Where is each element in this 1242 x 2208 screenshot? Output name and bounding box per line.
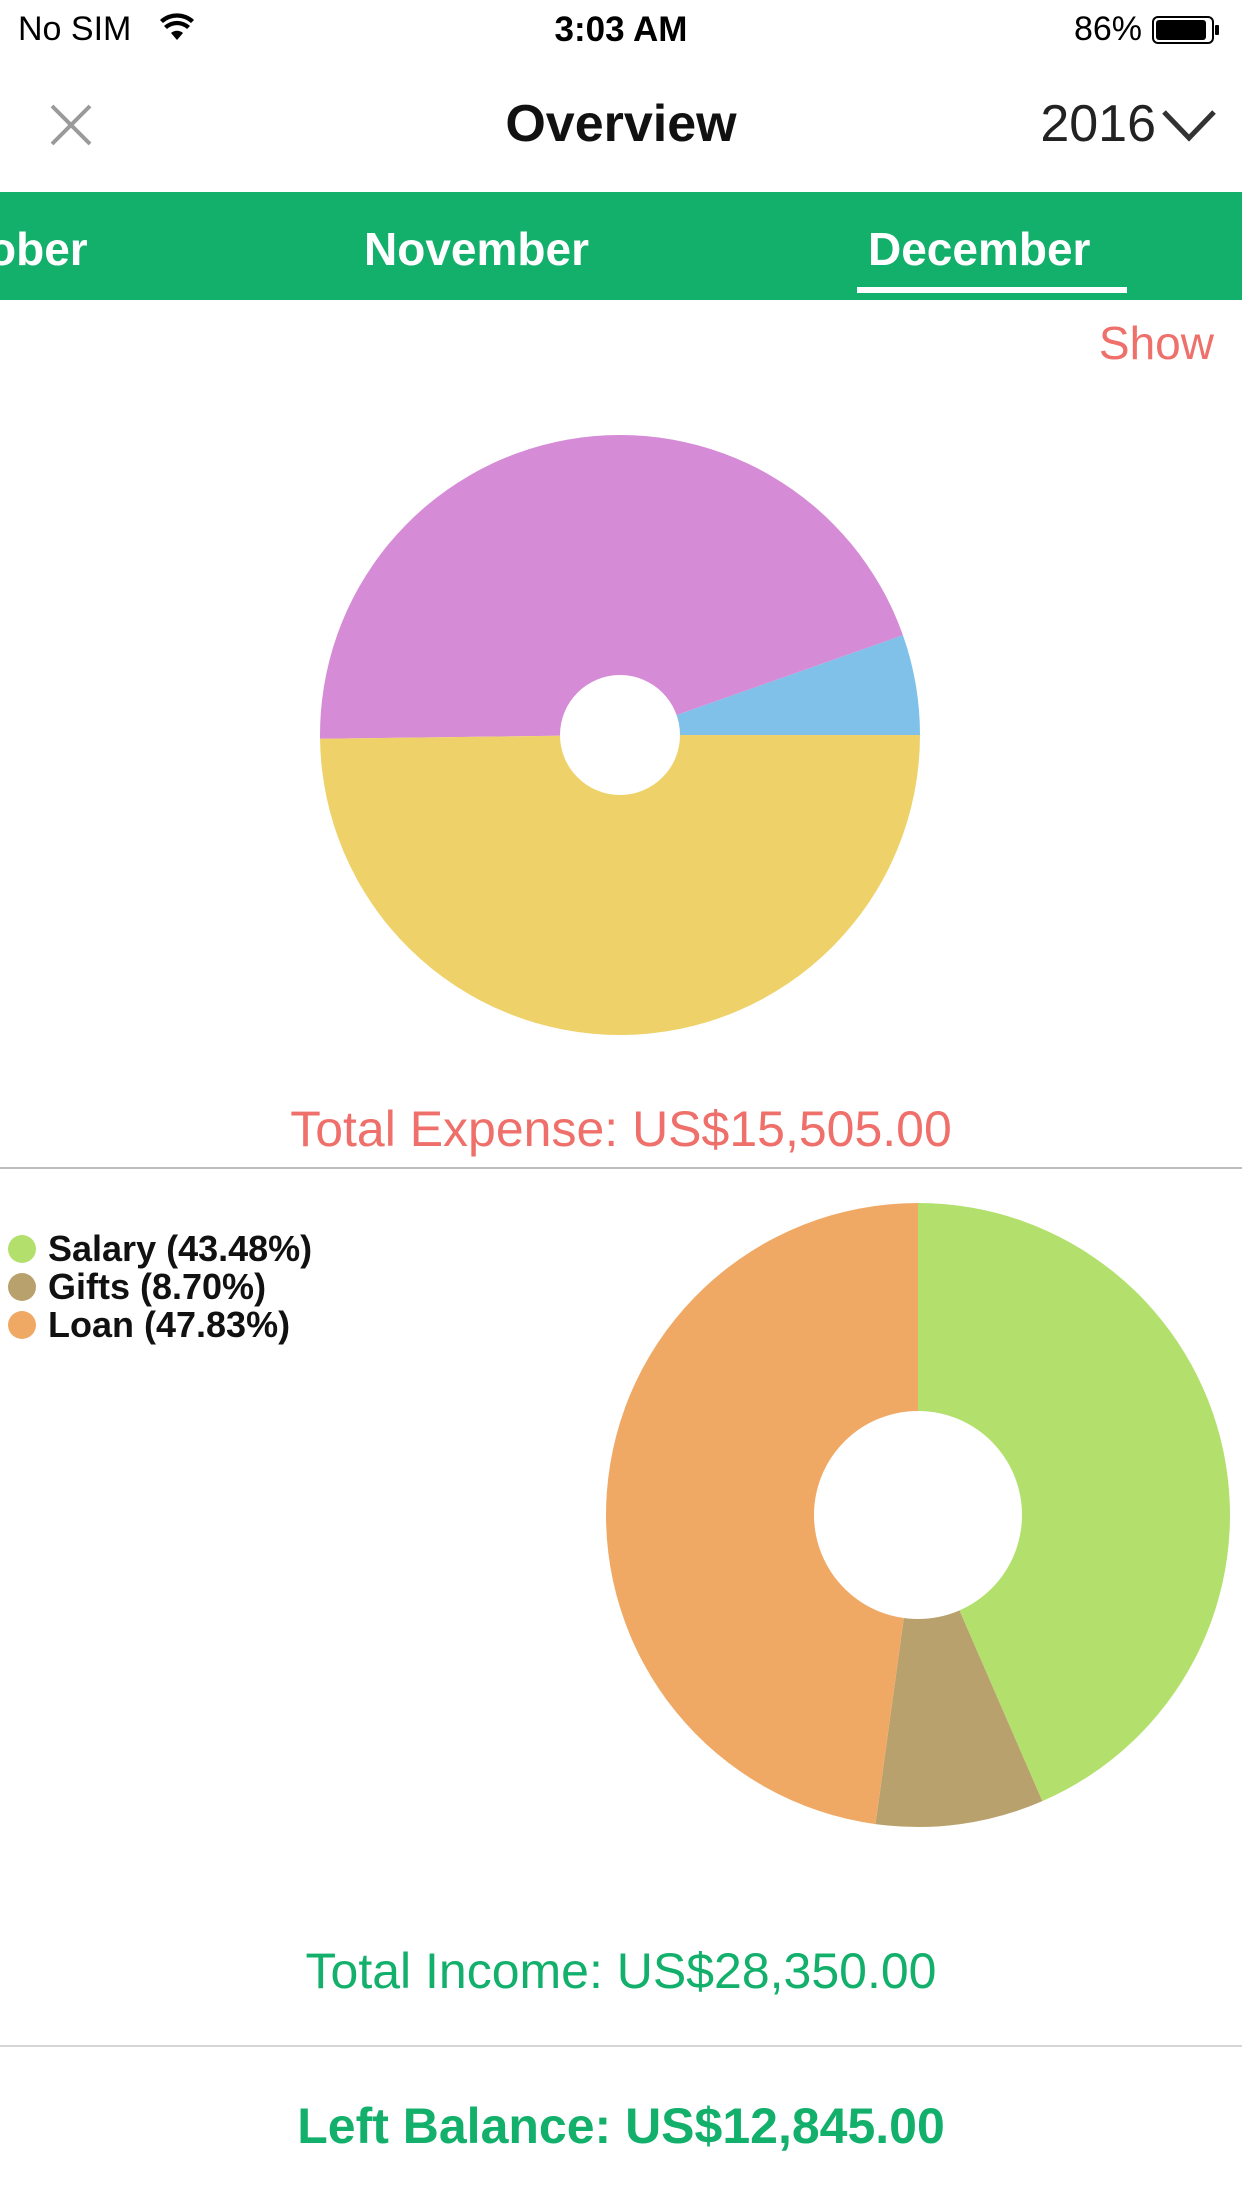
expense-pie-chart (320, 435, 920, 1035)
wifi-icon (160, 13, 194, 40)
legend-item: Loan (47.83%) (8, 1304, 312, 1345)
tab-november[interactable]: November (364, 223, 589, 275)
income-slice (918, 1203, 1230, 1802)
legend-label: Loan (47.83%) (48, 1304, 291, 1345)
status-bar: No SIM 3:03 AM 86% (0, 0, 1242, 62)
income-hole (814, 1411, 1022, 1619)
chevron-down-icon[interactable] (1160, 106, 1218, 144)
legend-label: Gifts (8.70%) (48, 1266, 267, 1307)
legend-swatch (8, 1311, 36, 1339)
expense-slice (320, 735, 920, 1035)
total-expense: Total Expense: US$15,505.00 (290, 1101, 952, 1157)
legend-label: Salary (43.48%) (48, 1228, 313, 1269)
legend-item: Gifts (8.70%) (8, 1266, 312, 1307)
carrier-label: No SIM (18, 10, 132, 48)
legend-item: Salary (43.48%) (8, 1228, 313, 1269)
legend-swatch (8, 1235, 36, 1263)
expense-slice (620, 635, 920, 735)
divider (0, 2045, 1242, 2047)
expense-slice (320, 435, 903, 739)
battery-percent: 86% (1073, 10, 1142, 48)
page-title: Overview (505, 95, 737, 153)
year-selector[interactable]: 2016 (1040, 95, 1156, 153)
income-pie-chart (606, 1203, 1230, 1827)
left-balance: Left Balance: US$12,845.00 (297, 2098, 945, 2154)
selected-tab-indicator (857, 287, 1127, 293)
legend-swatch (8, 1273, 36, 1301)
show-button[interactable]: Show (1098, 317, 1214, 369)
status-time: 3:03 AM (554, 10, 688, 49)
total-income: Total Income: US$28,350.00 (305, 1943, 937, 1999)
tab-december[interactable]: December (868, 223, 1091, 275)
battery-icon (1152, 16, 1219, 44)
divider (0, 1167, 1242, 1169)
income-legend: Salary (43.48%) Gifts (8.70%) Loan (47.83%… (8, 1228, 313, 1345)
expense-hole (560, 675, 680, 795)
close-icon[interactable] (48, 102, 94, 148)
income-slice (606, 1203, 918, 1825)
nav-bar: Overview 2016 (0, 62, 1242, 190)
month-tab-bar: ober November December (0, 192, 1242, 300)
tab-october[interactable]: ober (0, 223, 88, 275)
